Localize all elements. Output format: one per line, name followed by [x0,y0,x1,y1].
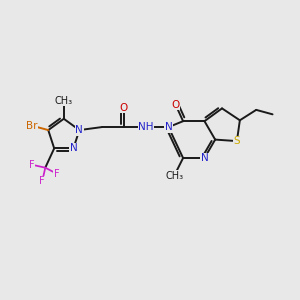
Text: NH: NH [139,122,154,132]
Text: N: N [165,122,172,132]
Text: N: N [201,153,208,163]
Text: F: F [54,169,59,178]
Text: S: S [234,136,240,146]
Text: Br: Br [26,121,38,130]
Text: N: N [70,143,77,153]
Text: F: F [40,176,45,186]
Text: O: O [120,103,128,113]
Text: N: N [76,125,83,135]
Text: CH₃: CH₃ [55,96,73,106]
Text: CH₃: CH₃ [165,171,183,181]
Text: O: O [172,100,180,110]
Text: F: F [29,160,35,170]
